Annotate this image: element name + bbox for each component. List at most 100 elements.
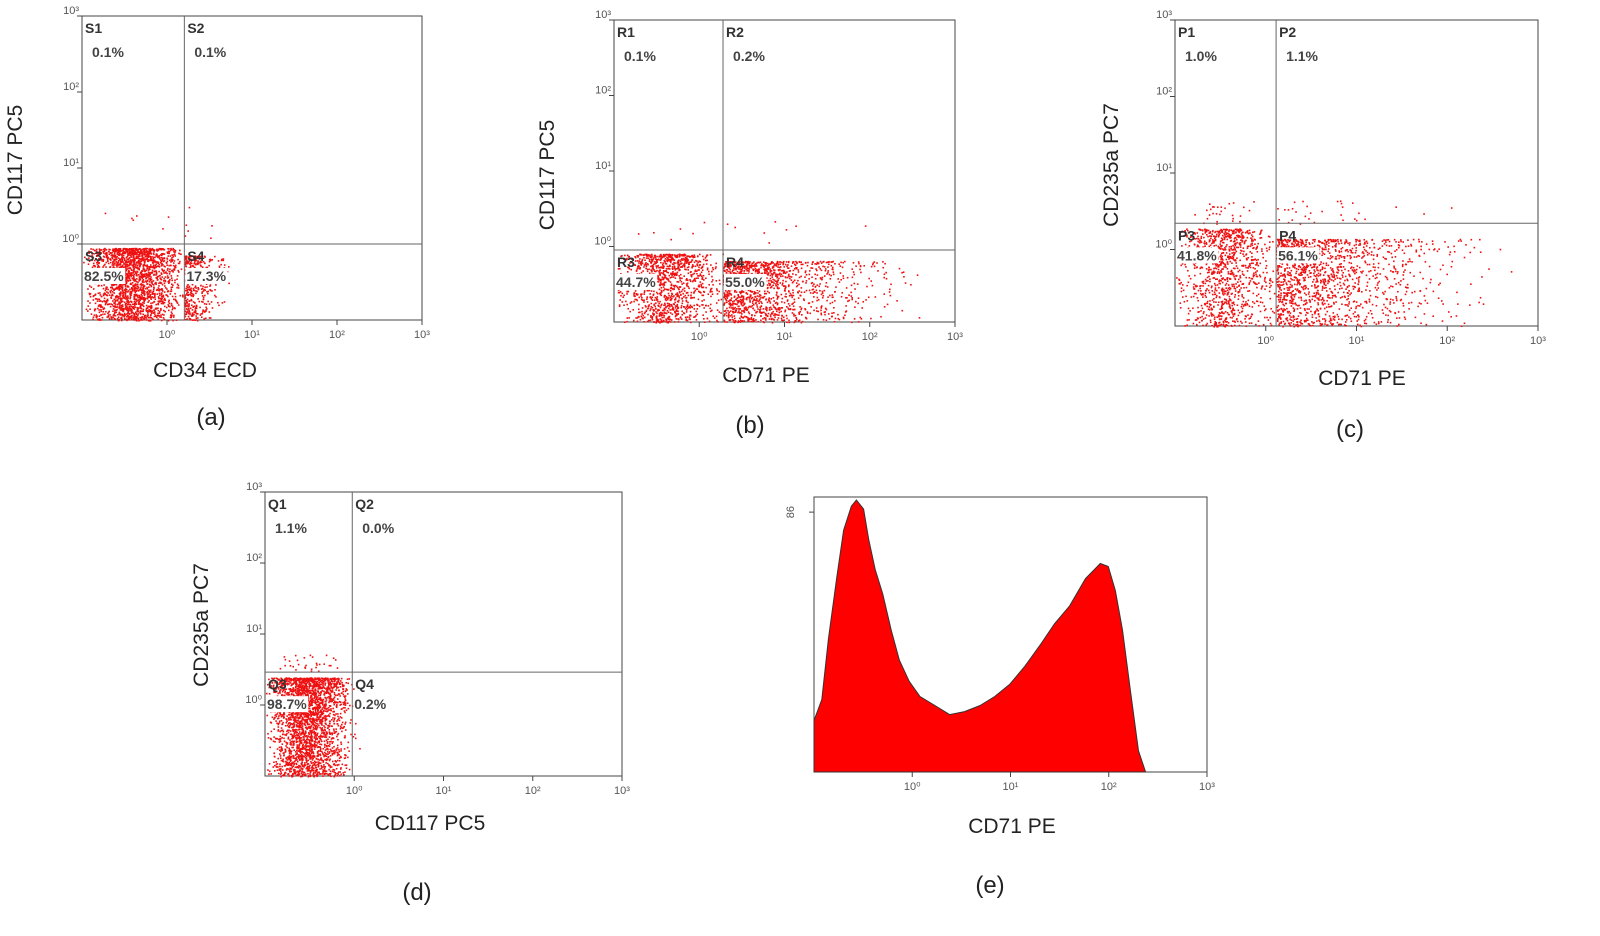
dot	[724, 309, 727, 312]
dot	[772, 278, 774, 281]
dot	[147, 271, 150, 273]
dot	[800, 263, 803, 266]
dot	[187, 257, 190, 260]
dot	[634, 298, 636, 301]
dot	[687, 306, 690, 309]
dot	[791, 294, 793, 297]
dot	[738, 265, 740, 267]
dot	[167, 247, 169, 250]
dot	[657, 319, 660, 321]
dot	[135, 253, 138, 256]
dot	[214, 255, 216, 258]
dot	[185, 305, 187, 307]
dot	[749, 305, 751, 308]
dot	[140, 276, 143, 279]
dot	[113, 260, 116, 262]
dot	[95, 261, 98, 264]
dot	[203, 288, 205, 291]
dot	[174, 292, 176, 295]
dot	[655, 262, 657, 264]
dot	[159, 261, 162, 264]
dot	[773, 279, 776, 281]
dot	[168, 273, 171, 275]
dot	[135, 274, 138, 277]
dot	[129, 288, 131, 291]
dot	[736, 266, 739, 269]
dot	[663, 304, 665, 307]
dot	[147, 295, 149, 298]
dot	[117, 253, 120, 255]
dot	[112, 310, 114, 313]
dot	[152, 265, 155, 268]
dot	[626, 293, 628, 295]
dot	[139, 271, 142, 274]
dot	[826, 273, 828, 275]
dot	[661, 312, 663, 314]
dot	[190, 262, 193, 265]
dot	[119, 314, 122, 316]
dot	[125, 250, 127, 252]
dot	[757, 272, 760, 275]
dot	[142, 285, 145, 288]
dot	[121, 297, 123, 299]
dot	[660, 289, 663, 292]
dot	[678, 264, 680, 267]
dot	[187, 260, 189, 263]
dot	[623, 258, 625, 260]
dot	[148, 289, 150, 292]
dot	[683, 255, 685, 257]
dot	[688, 263, 690, 266]
dot	[638, 262, 640, 264]
dot	[857, 321, 860, 323]
dot	[203, 303, 206, 305]
dot	[660, 313, 663, 316]
dot	[658, 270, 660, 273]
dot	[852, 271, 855, 273]
dot	[185, 299, 188, 302]
dot	[126, 309, 128, 312]
dot	[190, 255, 193, 258]
dot	[771, 274, 774, 276]
dot	[129, 282, 132, 285]
dot	[88, 285, 91, 287]
dot	[734, 306, 737, 309]
dot	[665, 318, 667, 320]
dot	[746, 263, 748, 266]
dot	[98, 284, 100, 287]
y-tick-label: 10⁰	[62, 233, 79, 245]
dot	[123, 258, 126, 260]
dot	[802, 263, 804, 266]
dot	[101, 300, 104, 303]
dot	[107, 292, 109, 294]
dot	[116, 299, 119, 301]
dot	[152, 262, 155, 264]
dot	[817, 318, 819, 321]
dot	[686, 319, 689, 322]
dot	[139, 299, 141, 301]
dot	[669, 276, 672, 279]
quadrant-value: 0.1%	[92, 44, 124, 60]
dot	[138, 268, 140, 270]
dot	[896, 300, 898, 302]
dot	[118, 292, 121, 295]
dot	[659, 300, 661, 303]
dot	[196, 319, 199, 322]
dot	[773, 282, 775, 284]
dot	[759, 294, 762, 297]
dot	[107, 262, 110, 265]
dot	[146, 283, 148, 285]
dot	[180, 253, 182, 256]
dot	[652, 312, 654, 315]
dot	[189, 265, 192, 268]
dot	[135, 319, 138, 322]
dot	[144, 287, 147, 290]
dot	[739, 308, 742, 310]
dot	[705, 304, 707, 307]
dot	[145, 309, 148, 312]
dot	[762, 308, 765, 310]
dot	[158, 297, 160, 300]
dot	[144, 274, 146, 277]
dot	[788, 270, 791, 272]
dot	[97, 318, 99, 321]
dot	[687, 259, 689, 261]
